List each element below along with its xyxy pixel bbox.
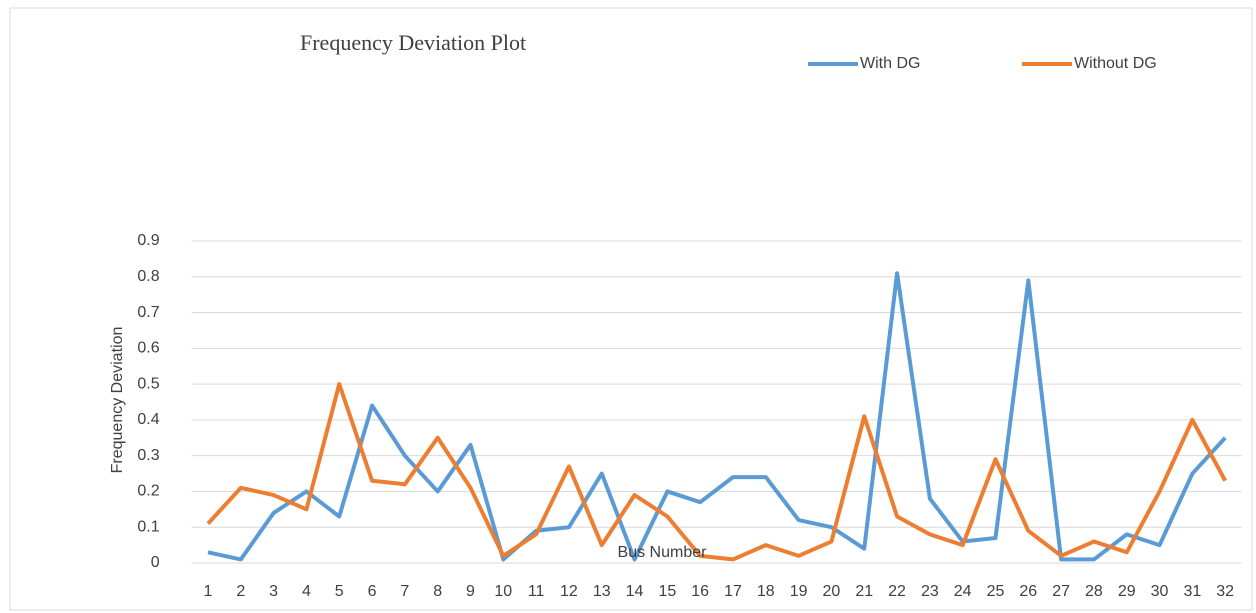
- chart-title: Frequency Deviation Plot: [300, 30, 526, 55]
- x-tick-label: 23: [921, 583, 939, 600]
- x-tick-label: 4: [302, 583, 311, 600]
- x-tick-label: 6: [368, 583, 377, 600]
- x-tick-label: 13: [593, 583, 611, 600]
- x-tick-label: 9: [466, 583, 475, 600]
- x-tick-label: 25: [987, 583, 1005, 600]
- y-tick-label: 0.2: [137, 483, 159, 500]
- y-tick-label: 0.9: [137, 232, 159, 249]
- x-tick-label: 2: [236, 583, 245, 600]
- x-tick-label: 12: [560, 583, 578, 600]
- x-tick-label: 26: [1019, 583, 1037, 600]
- x-tick-label: 29: [1118, 583, 1136, 600]
- x-tick-label: 3: [269, 583, 278, 600]
- x-tick-label: 14: [626, 583, 644, 600]
- y-tick-label: 0.8: [137, 268, 159, 285]
- x-tick-label: 22: [888, 583, 906, 600]
- x-tick-label: 27: [1052, 583, 1070, 600]
- x-tick-label: 1: [204, 583, 213, 600]
- y-tick-label: 0.7: [137, 304, 159, 321]
- x-tick-label: 19: [790, 583, 808, 600]
- legend-label: Without DG: [1074, 55, 1157, 72]
- x-tick-label: 16: [691, 583, 709, 600]
- x-axis-label: Bus Number: [618, 544, 708, 561]
- x-tick-label: 20: [823, 583, 841, 600]
- x-tick-label: 5: [335, 583, 344, 600]
- x-tick-label: 30: [1151, 583, 1169, 600]
- x-tick-label: 24: [954, 583, 972, 600]
- y-tick-label: 0.1: [137, 518, 159, 535]
- y-tick-label: 0.6: [137, 340, 159, 357]
- x-tick-label: 28: [1085, 583, 1103, 600]
- x-tick-label: 31: [1183, 583, 1201, 600]
- x-tick-label: 8: [433, 583, 442, 600]
- legend-label: With DG: [860, 55, 920, 72]
- series-line: [207, 271, 1227, 562]
- y-tick-label: 0.4: [137, 411, 159, 428]
- x-tick-label: 17: [724, 583, 742, 600]
- y-tick-label: 0.3: [137, 447, 159, 464]
- x-tick-label: 21: [855, 583, 873, 600]
- y-tick-label: 0.5: [137, 375, 159, 392]
- y-axis-label: Frequency Deviation: [109, 327, 126, 474]
- x-tick-label: 11: [528, 583, 545, 600]
- x-tick-label: 18: [757, 583, 775, 600]
- chart-frame: [9, 7, 1253, 611]
- x-tick-label: 7: [400, 583, 409, 600]
- x-tick-label: 10: [494, 583, 512, 600]
- y-tick-label: 0: [151, 554, 160, 571]
- x-tick-label: 15: [658, 583, 676, 600]
- series-line: [206, 382, 1227, 562]
- x-tick-label: 32: [1216, 583, 1234, 600]
